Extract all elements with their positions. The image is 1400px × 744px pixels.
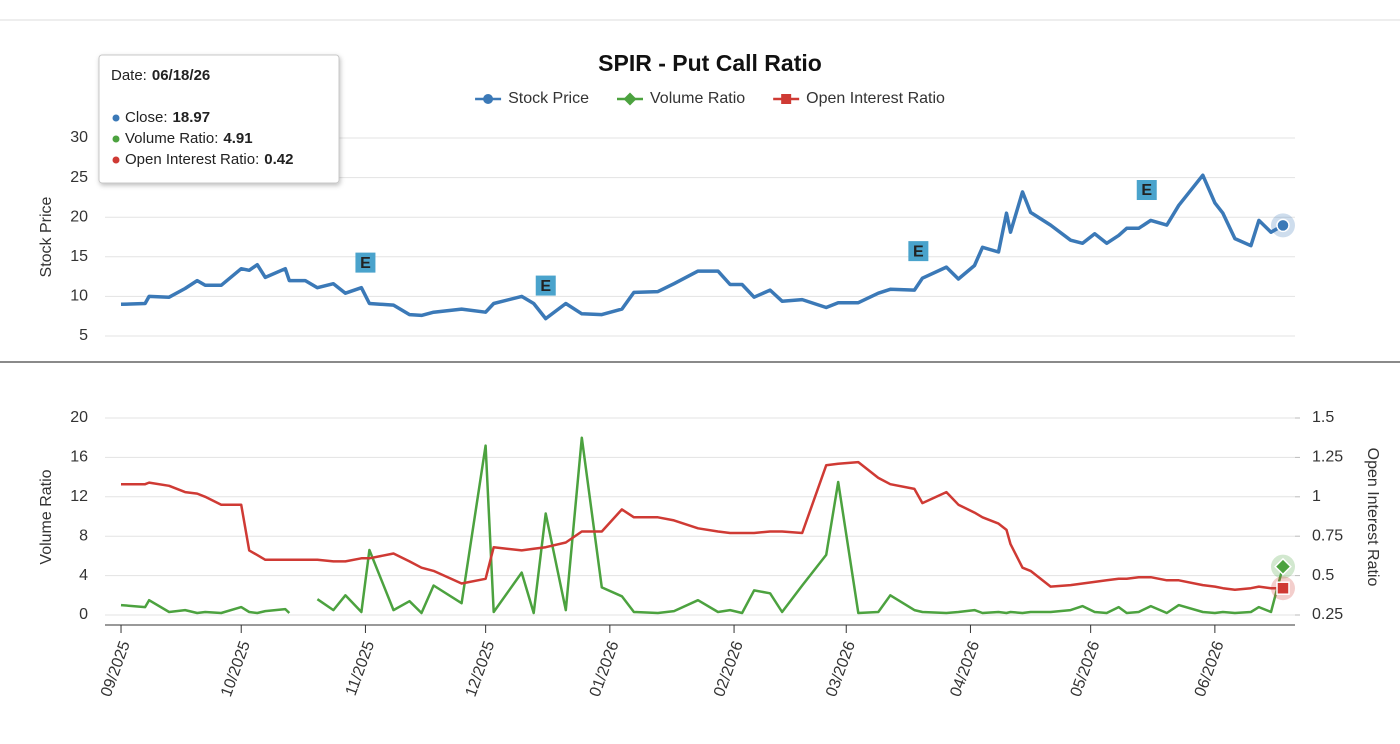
tooltip: Date: 06/18/26 Close: 18.97 Volume Ratio: 4.… [98, 54, 340, 184]
tooltip-row-value: 0.42 [264, 151, 293, 168]
earnings-flag-label: E [913, 243, 924, 260]
tooltip-box [98, 54, 340, 184]
legend-label: Open Interest Ratio [806, 90, 945, 107]
y2-tick-label: 12 [70, 488, 88, 505]
y2-tick-label: 8 [79, 527, 88, 544]
y-tick-label: 30 [70, 129, 88, 146]
y3-tick-label: 0.5 [1312, 567, 1334, 584]
x-tick-label: 12/2025 [463, 639, 499, 699]
tooltip-row: Open Interest Ratio: 0.42 [125, 151, 293, 168]
y-tick-label: 5 [79, 327, 88, 344]
tooltip-row: Close: 18.97 [125, 109, 210, 126]
legend-label: Stock Price [508, 90, 589, 107]
tooltip-date: Date: 06/18/26 [111, 67, 210, 84]
series-line [120, 598, 291, 615]
legend-item: Stock Price [475, 90, 589, 107]
y2-tick-label: 0 [79, 606, 88, 623]
y3-tick-label: 1.25 [1312, 449, 1343, 466]
legend-item: Open Interest Ratio [773, 90, 945, 107]
earnings-flag [1136, 180, 1157, 201]
legend-item: Volume Ratio [617, 90, 745, 107]
chart-title: SPIR - Put Call Ratio [598, 50, 822, 76]
y-tick-label: 25 [70, 169, 88, 186]
earnings-flag [908, 241, 929, 262]
marker [1274, 557, 1292, 576]
marker [781, 94, 792, 104]
marker [623, 92, 637, 106]
y3-tick-label: 1.5 [1312, 409, 1334, 426]
tooltip-row-label: Open Interest Ratio: [125, 151, 259, 168]
x-tick-label: 04/2026 [947, 639, 983, 699]
y2-tick-label: 16 [70, 449, 88, 466]
marker [1276, 218, 1290, 233]
x-tick-label: 02/2026 [711, 639, 747, 699]
x-tick-label: 10/2025 [218, 639, 254, 699]
tooltip-row-value: 4.91 [223, 130, 252, 147]
x-tick-label: 05/2026 [1068, 639, 1104, 699]
x-tick-label: 09/2025 [98, 639, 134, 699]
tooltip-row-label: Close: [125, 109, 168, 126]
y2-axis-title: Volume Ratio [38, 469, 55, 564]
y2-tick-label: 20 [70, 409, 88, 426]
marker [483, 94, 494, 104]
tooltip-date-value: 06/18/26 [152, 67, 210, 84]
y-tick-label: 15 [70, 248, 88, 265]
series-line [120, 173, 1284, 321]
y3-tick-label: 0.75 [1312, 527, 1343, 544]
y2-tick-label: 4 [79, 567, 88, 584]
earnings-flag-label: E [1141, 182, 1152, 199]
x-tick-label: 11/2025 [343, 639, 378, 698]
tooltip-row-value: 18.97 [173, 109, 211, 126]
tooltip-row: Volume Ratio: 4.91 [125, 130, 253, 147]
earnings-flag-label: E [540, 278, 551, 295]
tooltip-bullet [112, 156, 120, 164]
tooltip-bullet [112, 135, 120, 143]
series-line [316, 436, 1285, 615]
x-tick-label: 06/2026 [1192, 639, 1228, 699]
legend: Stock Price Volume Ratio Open Interest Rat… [475, 90, 945, 107]
tooltip-bullet [112, 114, 120, 122]
x-tick-label: 03/2026 [823, 639, 859, 699]
y-axis-title: Stock Price [38, 196, 55, 277]
legend-label: Volume Ratio [650, 90, 745, 107]
tooltip-row-label: Volume Ratio: [125, 130, 218, 147]
y3-axis-title: Open Interest Ratio [1364, 448, 1381, 587]
x-tick-label: 01/2026 [587, 639, 623, 699]
y3-tick-label: 0.25 [1312, 606, 1343, 623]
earnings-flag-label: E [360, 255, 371, 272]
y3-tick-label: 1 [1312, 488, 1321, 505]
plot-area: 5 10 15 20 25 30 0 4 8 12 16 20 0.25 0.5 0.75 1 1.25 1.5 0… [70, 129, 1343, 699]
series-line [121, 460, 1283, 592]
y-tick-label: 20 [70, 208, 88, 225]
earnings-flag [355, 252, 376, 273]
earnings-flag [535, 275, 556, 296]
tooltip-date-label: Date: [111, 67, 147, 84]
marker [1276, 581, 1290, 595]
y-tick-label: 10 [70, 288, 88, 305]
